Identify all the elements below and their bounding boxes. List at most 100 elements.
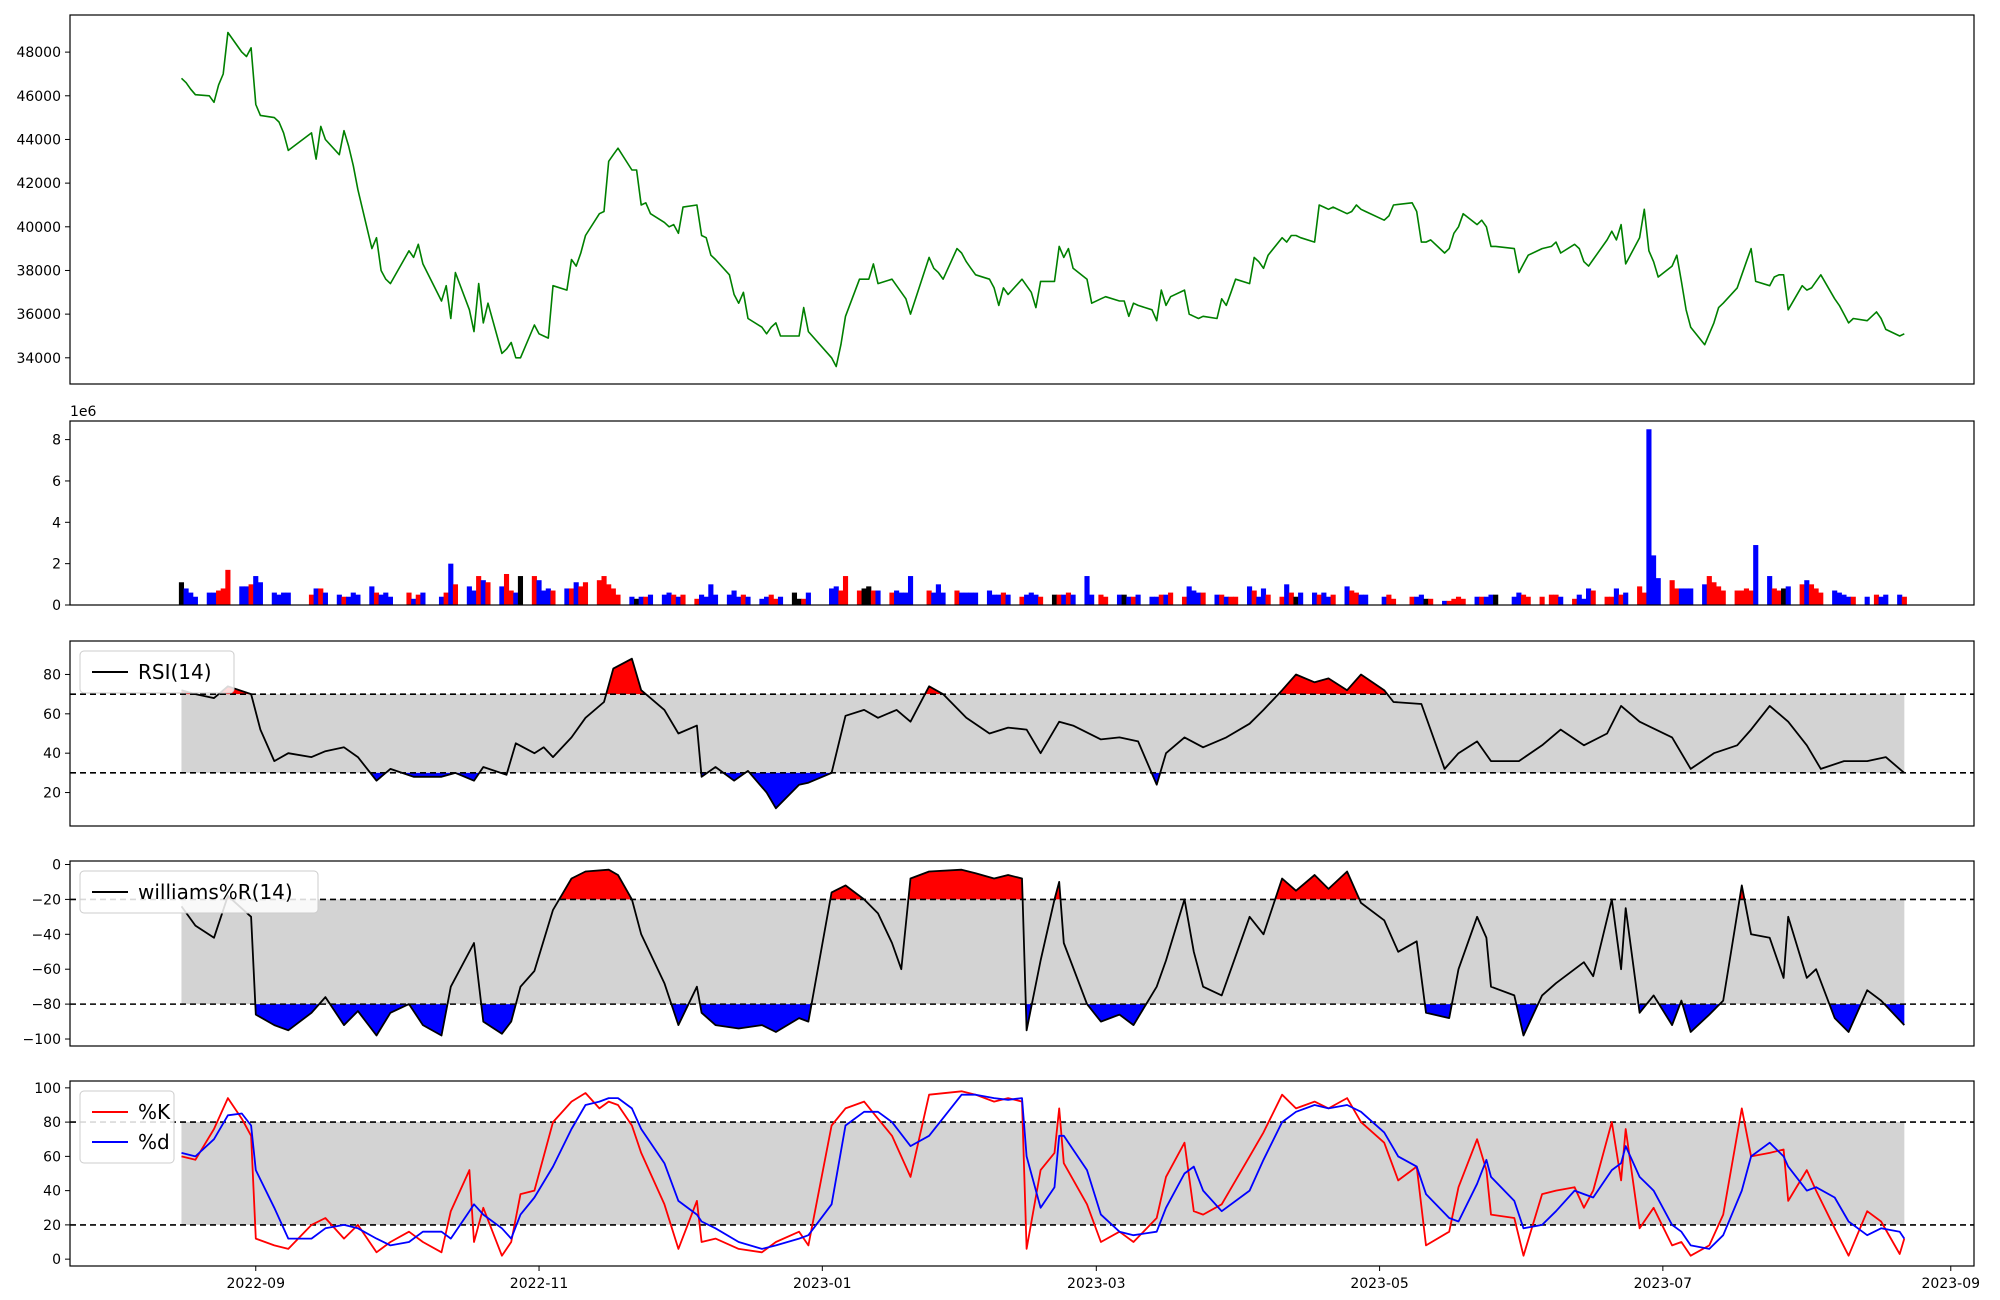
williams-overbought-fill <box>1275 871 1360 900</box>
volume-bar <box>647 594 654 605</box>
volume-bar <box>564 588 570 605</box>
volume-bar <box>443 592 449 605</box>
volume-bar <box>1446 600 1452 605</box>
volume-bar <box>1195 592 1202 605</box>
volume-bar <box>1743 588 1750 605</box>
volume-bar <box>257 582 263 605</box>
volume-bar <box>875 590 881 605</box>
volume-bar <box>861 588 867 605</box>
williams-oversold-fill <box>1087 1004 1147 1026</box>
volume-bar <box>271 592 277 605</box>
volume-bar <box>1604 596 1610 605</box>
price-ytick-label: 46000 <box>16 89 61 105</box>
williams-ytick-label: −40 <box>31 927 61 943</box>
rsi-band <box>181 694 1905 773</box>
volume-bar <box>1089 594 1095 605</box>
stochastic-ytick-label: 40 <box>43 1184 61 1200</box>
xtick-label: 2022-11 <box>510 1276 569 1292</box>
rsi-oversold-fill <box>749 772 832 809</box>
price-ytick-label: 34000 <box>16 351 61 367</box>
volume-bar <box>438 596 445 605</box>
volume-bar <box>796 598 802 605</box>
williams-frame <box>69 860 1975 1047</box>
volume-ytick-label: 0 <box>52 598 61 614</box>
xtick-label: 2023-01 <box>793 1276 852 1292</box>
volume-bar <box>1325 596 1332 605</box>
volume-bar <box>1850 596 1856 605</box>
volume-bar <box>1033 594 1039 605</box>
volume-bar <box>680 594 686 605</box>
volume-bar <box>1214 594 1220 605</box>
price-ytick-label: 42000 <box>16 176 61 192</box>
volume-bar <box>1479 596 1485 605</box>
volume-bar <box>1186 586 1192 605</box>
stochastic-legend-label: %d <box>138 1130 170 1154</box>
williams-ytick-label: 0 <box>52 857 61 873</box>
volume-bar <box>1525 596 1531 605</box>
stochastic-legend-box <box>79 1090 175 1164</box>
volume-bar <box>1702 584 1708 605</box>
volume-bar <box>1256 596 1262 605</box>
volume-multiplier-label: 1e6 <box>70 404 97 420</box>
volume-bar <box>1330 594 1336 605</box>
volume-bar <box>1711 582 1717 605</box>
volume-bar <box>1590 590 1596 605</box>
volume-bar <box>568 588 575 605</box>
volume-bar <box>1181 596 1188 605</box>
xtick-label: 2023-07 <box>1634 1276 1693 1292</box>
volume-bar <box>838 590 844 605</box>
volume-bar <box>318 588 324 605</box>
volume-bar <box>1873 594 1880 605</box>
volume-bar <box>1312 592 1318 605</box>
volume-ytick-label: 8 <box>52 433 61 449</box>
williams-legend-label: williams%R(14) <box>138 880 293 904</box>
volume-bar <box>1864 596 1870 605</box>
volume-bar <box>1776 590 1782 605</box>
volume-bar <box>369 586 375 605</box>
williams-oversold-fill <box>1829 1004 1861 1033</box>
volume-bar <box>1520 594 1527 605</box>
williams-overbought-fill <box>559 869 632 900</box>
volume-bar <box>452 584 459 605</box>
volume-bar <box>1613 588 1619 605</box>
volume-bar <box>996 594 1002 605</box>
volume-bar <box>1576 594 1582 605</box>
volume-bar <box>661 594 667 605</box>
volume-bar <box>1065 592 1072 605</box>
williams-oversold-fill <box>1424 1004 1452 1019</box>
volume-bar <box>341 596 347 605</box>
volume-bar <box>1720 590 1726 605</box>
volume-bar <box>805 592 811 605</box>
stochastic-band <box>181 1122 1905 1225</box>
volume-bar <box>1832 590 1838 605</box>
volume-bar <box>1414 596 1420 605</box>
volume-bar <box>1539 596 1545 605</box>
volume-bar <box>1846 596 1852 605</box>
volume-bar <box>1734 590 1740 605</box>
volume-bar <box>336 594 342 605</box>
volume-bar <box>1251 590 1257 605</box>
volume-bar <box>1442 600 1448 605</box>
volume-bar <box>1618 594 1624 605</box>
williams-oversold-fill <box>255 1004 320 1031</box>
volume-bar <box>870 590 876 605</box>
volume-bar <box>703 596 709 605</box>
volume-bar <box>1460 598 1466 605</box>
volume-bar <box>1051 594 1058 605</box>
volume-bar <box>633 598 640 605</box>
williams-panel: −100 −80 −60 −40 −20 0 williams%R(14) <box>23 857 1975 1048</box>
williams-oversold-fill <box>1682 1004 1720 1033</box>
volume-bar <box>1651 555 1657 605</box>
volume-bar <box>508 590 514 605</box>
volume-panel: 1e6 0 2 4 6 8 <box>52 404 1975 614</box>
volume-bar <box>378 594 384 605</box>
volume-bar <box>1103 596 1109 605</box>
volume-bar <box>1813 588 1819 605</box>
volume-bar <box>963 592 969 605</box>
volume-bar <box>1260 588 1267 605</box>
williams-oversold-fill <box>1659 1004 1681 1026</box>
volume-bar <box>699 594 705 605</box>
volume-bar <box>736 596 742 605</box>
volume-bar <box>903 592 909 605</box>
volume-bar <box>1390 598 1397 605</box>
